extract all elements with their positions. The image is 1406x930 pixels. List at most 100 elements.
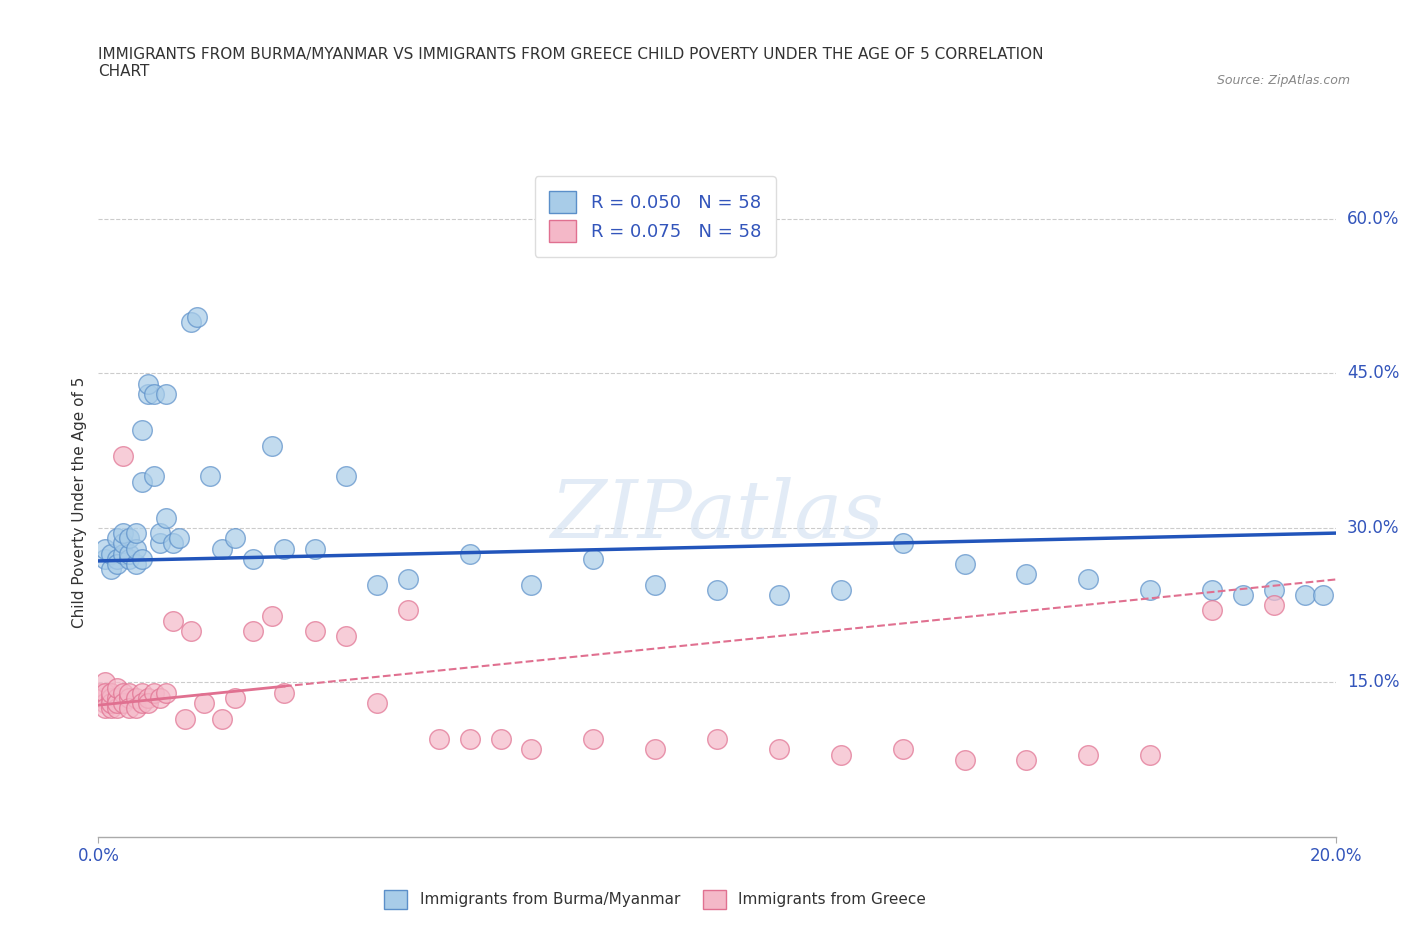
Point bbox=[100, 685, 122, 700]
Point bbox=[211, 711, 233, 726]
Point bbox=[193, 696, 215, 711]
Point bbox=[304, 623, 326, 638]
Point bbox=[830, 582, 852, 597]
Point bbox=[1139, 747, 1161, 762]
Point bbox=[112, 696, 135, 711]
Point bbox=[93, 675, 115, 690]
Point bbox=[396, 572, 419, 587]
Text: 15.0%: 15.0% bbox=[1347, 673, 1399, 692]
Point bbox=[118, 551, 141, 566]
Point bbox=[1015, 752, 1038, 767]
Point bbox=[162, 536, 184, 551]
Point bbox=[136, 387, 159, 402]
Point bbox=[242, 551, 264, 566]
Point bbox=[131, 422, 153, 437]
Point bbox=[90, 690, 112, 705]
Point bbox=[105, 680, 128, 695]
Point bbox=[143, 469, 166, 484]
Point bbox=[489, 732, 512, 747]
Point bbox=[304, 541, 326, 556]
Point bbox=[149, 536, 172, 551]
Point bbox=[366, 578, 388, 592]
Point bbox=[520, 742, 543, 757]
Point bbox=[273, 541, 295, 556]
Point bbox=[1294, 588, 1316, 603]
Y-axis label: Child Poverty Under the Age of 5: Child Poverty Under the Age of 5 bbox=[72, 377, 87, 628]
Point bbox=[582, 551, 605, 566]
Point bbox=[162, 613, 184, 628]
Point bbox=[136, 696, 159, 711]
Point bbox=[155, 387, 177, 402]
Point bbox=[124, 525, 146, 540]
Point bbox=[953, 556, 976, 571]
Point bbox=[706, 582, 728, 597]
Point bbox=[131, 474, 153, 489]
Point bbox=[118, 690, 141, 705]
Point bbox=[1312, 588, 1334, 603]
Point bbox=[1263, 598, 1285, 613]
Text: ZIPatlas: ZIPatlas bbox=[550, 477, 884, 554]
Point bbox=[93, 701, 115, 716]
Point bbox=[112, 448, 135, 463]
Point bbox=[186, 310, 208, 325]
Point bbox=[105, 551, 128, 566]
Point bbox=[124, 690, 146, 705]
Point bbox=[174, 711, 197, 726]
Text: 45.0%: 45.0% bbox=[1347, 365, 1399, 382]
Point bbox=[180, 314, 202, 329]
Point bbox=[131, 551, 153, 566]
Point bbox=[768, 588, 790, 603]
Point bbox=[93, 551, 115, 566]
Point bbox=[1201, 603, 1223, 618]
Point bbox=[112, 546, 135, 561]
Point bbox=[167, 531, 190, 546]
Point bbox=[1201, 582, 1223, 597]
Point bbox=[520, 578, 543, 592]
Point bbox=[89, 685, 111, 700]
Point bbox=[124, 541, 146, 556]
Point bbox=[100, 690, 122, 705]
Point bbox=[149, 525, 172, 540]
Point bbox=[136, 377, 159, 392]
Point bbox=[366, 696, 388, 711]
Point bbox=[427, 732, 450, 747]
Point bbox=[131, 696, 153, 711]
Point bbox=[118, 685, 141, 700]
Text: IMMIGRANTS FROM BURMA/MYANMAR VS IMMIGRANTS FROM GREECE CHILD POVERTY UNDER THE : IMMIGRANTS FROM BURMA/MYANMAR VS IMMIGRA… bbox=[98, 46, 1043, 79]
Point bbox=[891, 536, 914, 551]
Point bbox=[891, 742, 914, 757]
Point bbox=[93, 685, 115, 700]
Point bbox=[198, 469, 221, 484]
Point bbox=[644, 742, 666, 757]
Point bbox=[143, 685, 166, 700]
Point bbox=[93, 696, 115, 711]
Point bbox=[112, 525, 135, 540]
Point bbox=[105, 556, 128, 571]
Point bbox=[105, 701, 128, 716]
Point bbox=[100, 696, 122, 711]
Point bbox=[118, 701, 141, 716]
Point bbox=[1077, 747, 1099, 762]
Point bbox=[582, 732, 605, 747]
Point bbox=[1139, 582, 1161, 597]
Text: 30.0%: 30.0% bbox=[1347, 519, 1399, 537]
Legend: Immigrants from Burma/Myanmar, Immigrants from Greece: Immigrants from Burma/Myanmar, Immigrant… bbox=[377, 883, 934, 916]
Point bbox=[105, 531, 128, 546]
Point bbox=[112, 536, 135, 551]
Point bbox=[260, 438, 283, 453]
Point bbox=[1015, 567, 1038, 582]
Point bbox=[143, 387, 166, 402]
Point bbox=[396, 603, 419, 618]
Point bbox=[100, 562, 122, 577]
Point bbox=[105, 696, 128, 711]
Point bbox=[118, 531, 141, 546]
Point bbox=[224, 531, 246, 546]
Point bbox=[131, 685, 153, 700]
Point bbox=[830, 747, 852, 762]
Point bbox=[1077, 572, 1099, 587]
Point bbox=[93, 541, 115, 556]
Point bbox=[180, 623, 202, 638]
Point bbox=[1263, 582, 1285, 597]
Point bbox=[1232, 588, 1254, 603]
Point bbox=[136, 690, 159, 705]
